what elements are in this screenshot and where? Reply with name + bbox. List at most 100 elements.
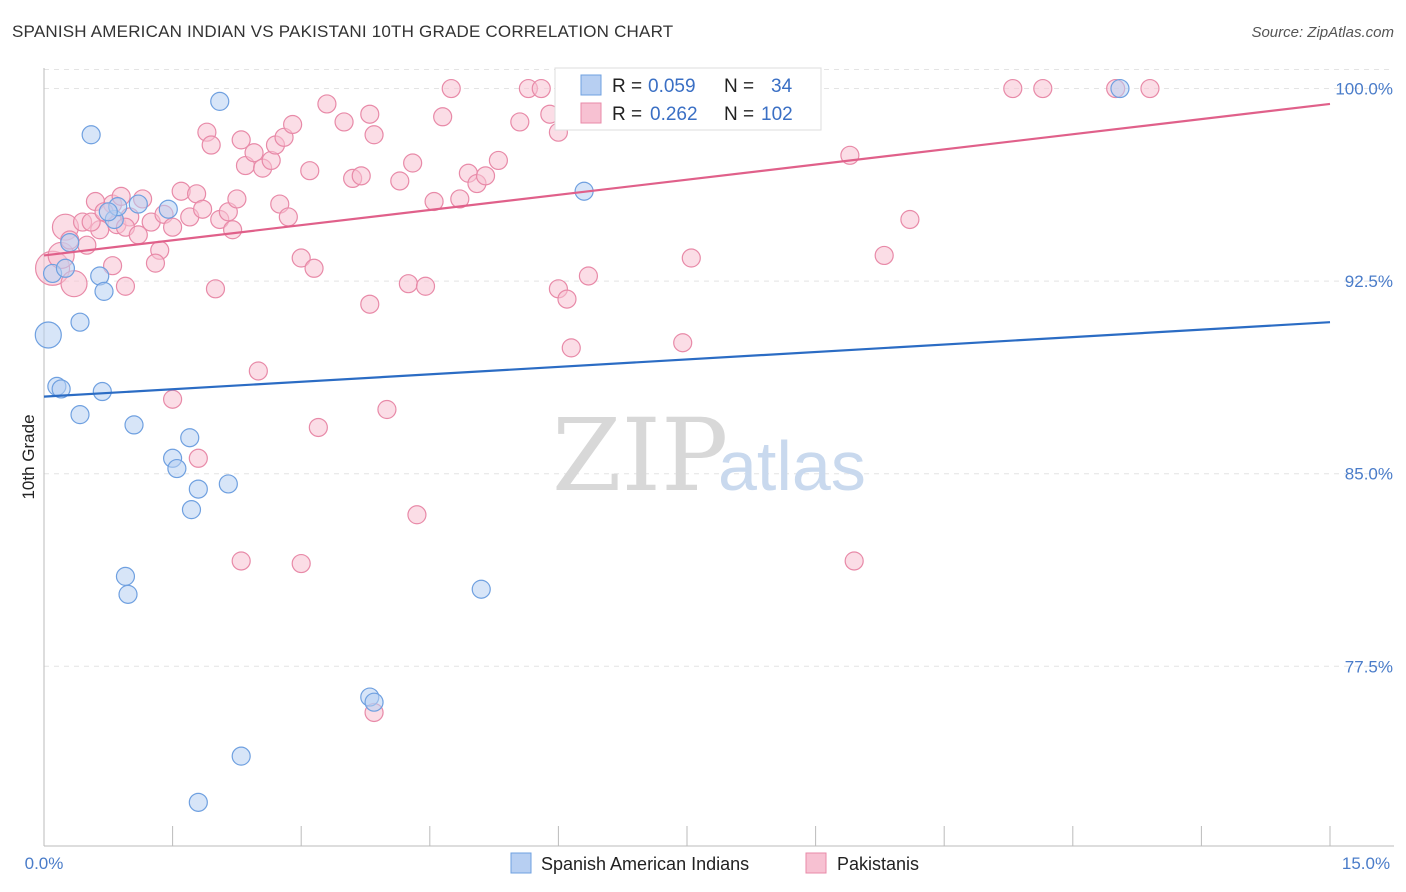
pakistanis-point-54 — [531, 78, 551, 99]
pakistanis-point-101 — [128, 225, 148, 245]
pakistanis-point-43 — [403, 153, 423, 173]
pakistanis-point-34 — [278, 207, 298, 227]
spanish-american-indians-point-15 — [128, 194, 148, 214]
pakistanis-point-87 — [377, 399, 397, 420]
pakistanis-point-47 — [450, 189, 470, 209]
pakistanis-point-69 — [102, 256, 123, 276]
chart-title: SPANISH AMERICAN INDIAN VS PAKISTANI 10T… — [12, 22, 674, 41]
pakistanis-point-36 — [317, 94, 337, 114]
axes — [43, 68, 1394, 847]
stats-r-value-pink: 0.262 — [650, 104, 698, 125]
pakistanis-point-39 — [351, 166, 371, 186]
y-axis-title: 10th Grade — [19, 414, 38, 499]
legend-label-pakistanis: Pakistanis — [837, 854, 919, 874]
pakistanis-point-88 — [308, 417, 328, 438]
trend-line-pakistanis — [43, 102, 1331, 257]
stats-n-value-pink: 102 — [761, 104, 793, 125]
source-label: Source: ZipAtlas.com — [1251, 24, 1394, 41]
watermark-zip: ZIP — [552, 397, 728, 514]
pakistanis-point-32 — [283, 114, 303, 135]
pakistanis-point-51 — [488, 150, 508, 171]
pakistanis-point-79 — [578, 266, 599, 286]
pakistanis-point-75 — [398, 274, 418, 294]
pakistanis-point-52 — [510, 112, 530, 132]
y-tick-label-0: 100.0% — [1335, 80, 1393, 99]
spanish-american-indians-point-10 — [92, 381, 112, 402]
pakistanis-point-95 — [81, 212, 101, 232]
pakistanis-point-84 — [673, 333, 693, 353]
spanish-american-indians-point-18 — [167, 458, 187, 479]
spanish-american-indians-point-33 — [98, 202, 118, 222]
spanish-american-indians-point-26 — [231, 746, 251, 766]
pakistanis-point-24 — [227, 189, 247, 209]
pakistanis-point-16 — [163, 217, 183, 237]
stats-n-label-pink: N = — [724, 104, 754, 125]
pakistanis-point-42 — [390, 171, 410, 191]
legend-swatch-spanish-american-indians — [510, 852, 532, 874]
pakistanis-point-74 — [360, 294, 380, 314]
pakistanis-point-85 — [248, 361, 268, 381]
pakistanis-point-37 — [334, 112, 354, 132]
pakistanis-point-35 — [300, 161, 320, 181]
spanish-american-indians-point-24 — [115, 566, 136, 586]
pakistanis-point-21 — [201, 135, 221, 155]
legend-swatch-pakistanis — [805, 852, 827, 874]
trend-lines — [43, 102, 1331, 398]
spanish-american-indians-point-30 — [471, 579, 491, 599]
pakistanis-point-82 — [900, 209, 920, 230]
pakistanis-point-41 — [364, 125, 384, 145]
pakistanis-point-80 — [681, 248, 701, 268]
pakistanis-point-81 — [874, 245, 894, 266]
pakistanis-point-45 — [433, 107, 453, 127]
spanish-american-indians-point-11 — [94, 281, 114, 301]
pakistanis-point-89 — [188, 448, 208, 468]
spanish-american-indians-point-20 — [181, 500, 202, 520]
series-legend: Spanish American Indians Pakistanis — [510, 852, 919, 874]
spanish-american-indians-point-32 — [1110, 78, 1130, 99]
spanish-american-indians-point-8 — [81, 125, 101, 145]
data-points — [34, 78, 1160, 812]
y-tick-label-2: 85.0% — [1345, 465, 1393, 484]
pakistanis-point-68 — [145, 253, 166, 273]
spanish-american-indians-point-19 — [180, 428, 200, 448]
y-tick-label-1: 92.5% — [1345, 272, 1393, 291]
x-tick-label-right: 15.0% — [1342, 854, 1390, 873]
pakistanis-point-70 — [115, 276, 136, 296]
stats-r-value-blue: 0.059 — [648, 76, 696, 97]
pakistanis-point-64 — [1003, 78, 1023, 99]
spanish-american-indians-point-14 — [124, 415, 144, 435]
pakistanis-point-27 — [244, 143, 264, 163]
spanish-american-indians-point-21 — [188, 479, 208, 499]
pakistanis-point-46 — [441, 78, 461, 99]
y-tick-labels: 100.0% 92.5% 85.0% 77.5% — [1335, 80, 1393, 677]
pakistanis-point-91 — [231, 551, 251, 571]
pakistanis-point-78 — [557, 289, 577, 309]
pakistanis-point-73 — [304, 258, 324, 278]
spanish-american-indians-point-7 — [70, 405, 90, 425]
trend-line-spanish-american-indians — [43, 321, 1331, 398]
stats-n-label-blue: N = — [724, 76, 754, 97]
pakistanis-point-50 — [475, 166, 496, 186]
pakistanis-point-71 — [205, 279, 226, 299]
pakistanis-point-86 — [163, 389, 183, 409]
pakistanis-point-65 — [1033, 78, 1053, 99]
pakistanis-point-67 — [1140, 78, 1160, 99]
pakistanis-point-90 — [407, 505, 427, 525]
pakistanis-point-25 — [231, 130, 251, 150]
spanish-american-indians-point-4 — [51, 379, 71, 399]
spanish-american-indians-point-2 — [55, 258, 76, 278]
spanish-american-indians-point-6 — [70, 312, 90, 332]
y-tick-label-3: 77.5% — [1345, 657, 1393, 676]
stats-n-value-blue: 34 — [771, 76, 793, 97]
spanish-american-indians-point-27 — [188, 792, 208, 812]
legend-label-spanish-american-indians: Spanish American Indians — [541, 854, 749, 874]
pakistanis-point-76 — [415, 276, 436, 296]
stats-swatch-pink — [580, 102, 602, 124]
stats-swatch-blue — [580, 74, 602, 96]
pakistanis-point-98 — [193, 199, 213, 219]
x-tick-label-left: 0.0% — [25, 854, 64, 873]
pakistanis-point-92 — [291, 553, 311, 574]
pakistanis-point-72 — [291, 248, 311, 268]
stats-r-label-pink: R = — [612, 104, 642, 125]
